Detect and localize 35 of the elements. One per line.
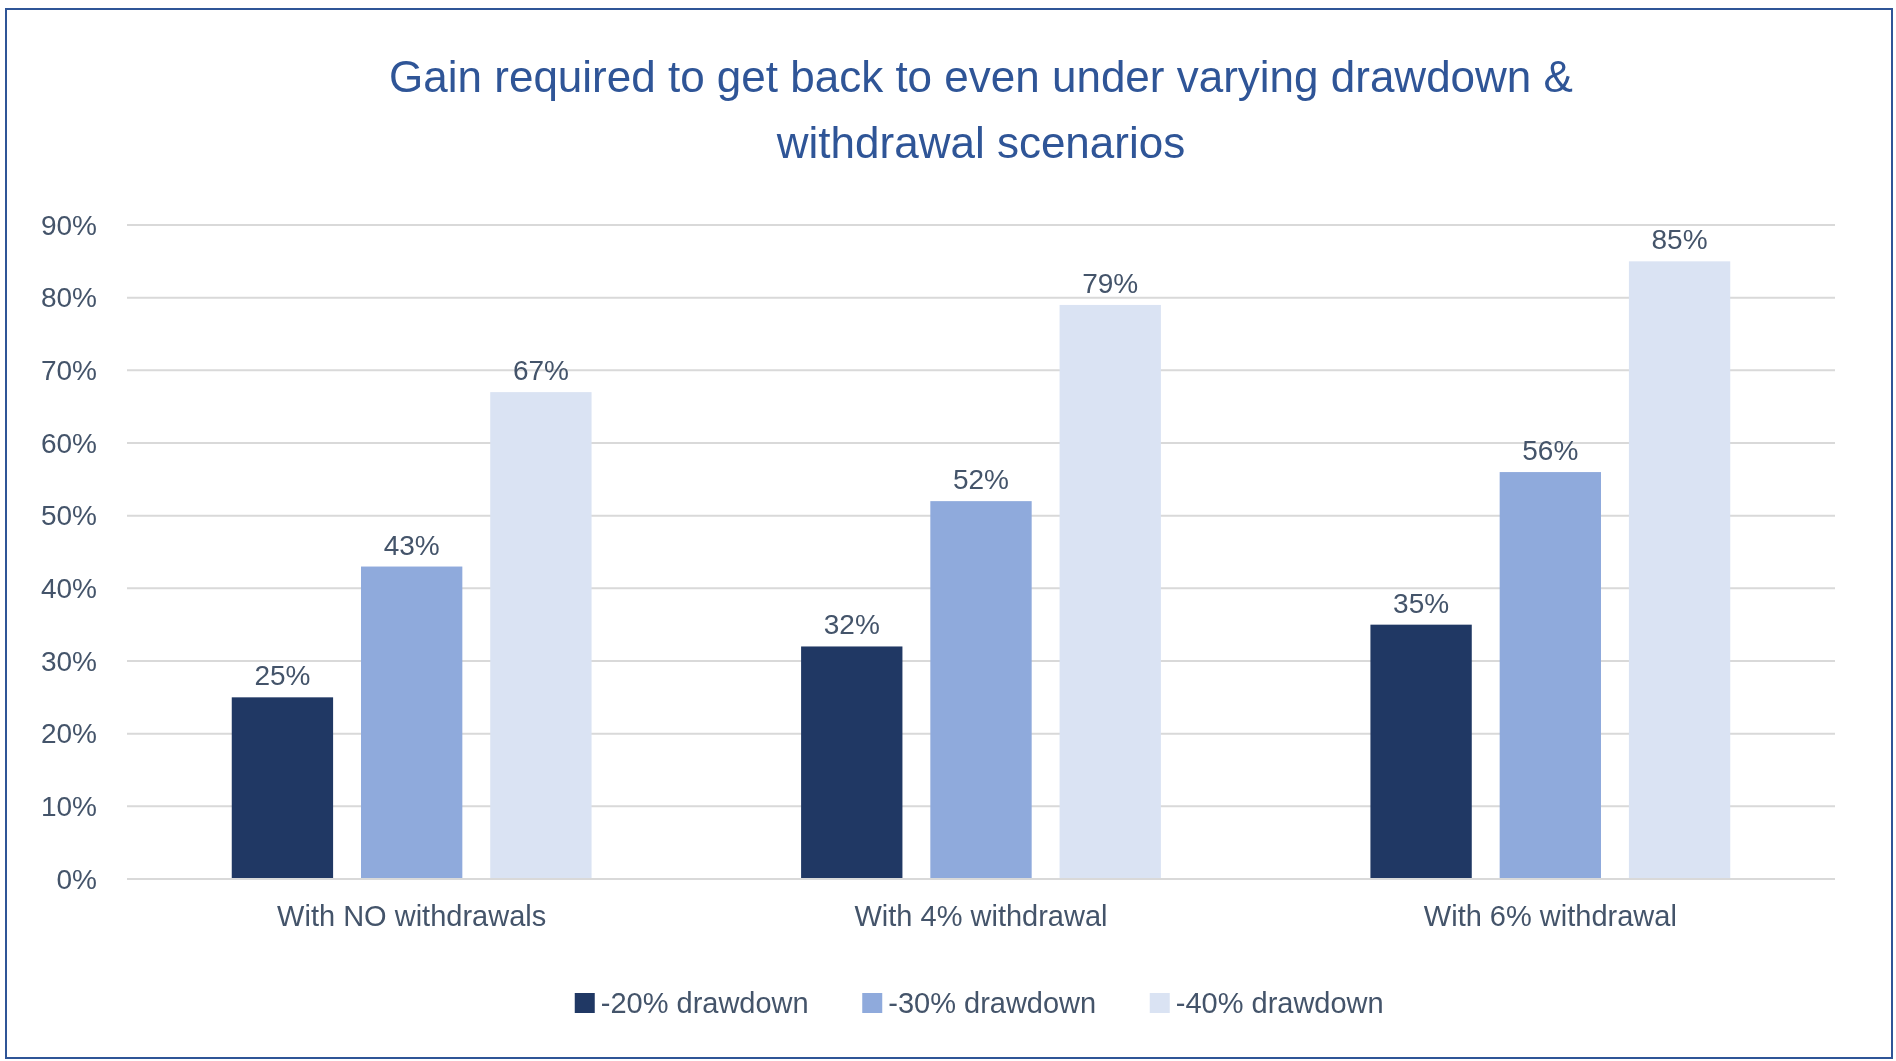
bar	[1628, 261, 1731, 879]
data-label: 25%	[254, 660, 311, 692]
bar	[231, 697, 334, 879]
bar	[930, 501, 1032, 879]
y-tick-label: 20%	[40, 718, 97, 750]
data-label: 79%	[1082, 267, 1139, 299]
y-tick-label: 30%	[40, 645, 97, 677]
legend-label: -30% drawdown	[888, 987, 1097, 1020]
legend-label: -20% drawdown	[600, 987, 809, 1020]
bar	[801, 646, 903, 879]
data-label: 32%	[823, 609, 880, 641]
data-label: 43%	[383, 529, 440, 561]
chart-title: Gain required to get back to even under varying drawdown & withdrawal scenarios	[389, 52, 1573, 167]
y-tick-label: 80%	[40, 282, 97, 314]
data-label: 67%	[512, 355, 569, 387]
bar	[1370, 624, 1472, 879]
data-label: 35%	[1393, 587, 1450, 619]
data-label: 52%	[952, 464, 1010, 496]
y-tick-label: 0%	[56, 863, 97, 895]
x-tick-label: With NO withdrawals	[277, 900, 547, 932]
data-label: 85%	[1651, 224, 1708, 256]
y-tick-label: 70%	[40, 355, 97, 387]
x-tick-label: With 6% withdrawal	[1423, 900, 1677, 932]
bar	[1499, 472, 1601, 879]
bar	[490, 392, 592, 879]
bar	[1059, 304, 1161, 879]
y-tick-label: 60%	[40, 427, 97, 459]
bar	[361, 566, 463, 879]
y-tick-label: 50%	[40, 500, 97, 532]
data-label: 56%	[1522, 435, 1579, 467]
y-tick-label: 10%	[40, 791, 97, 823]
y-tick-label: 40%	[40, 573, 97, 605]
y-tick-label: 90%	[40, 209, 97, 241]
legend-label: -40% drawdown	[1175, 987, 1384, 1020]
x-tick-label: With 4% withdrawal	[854, 900, 1108, 932]
